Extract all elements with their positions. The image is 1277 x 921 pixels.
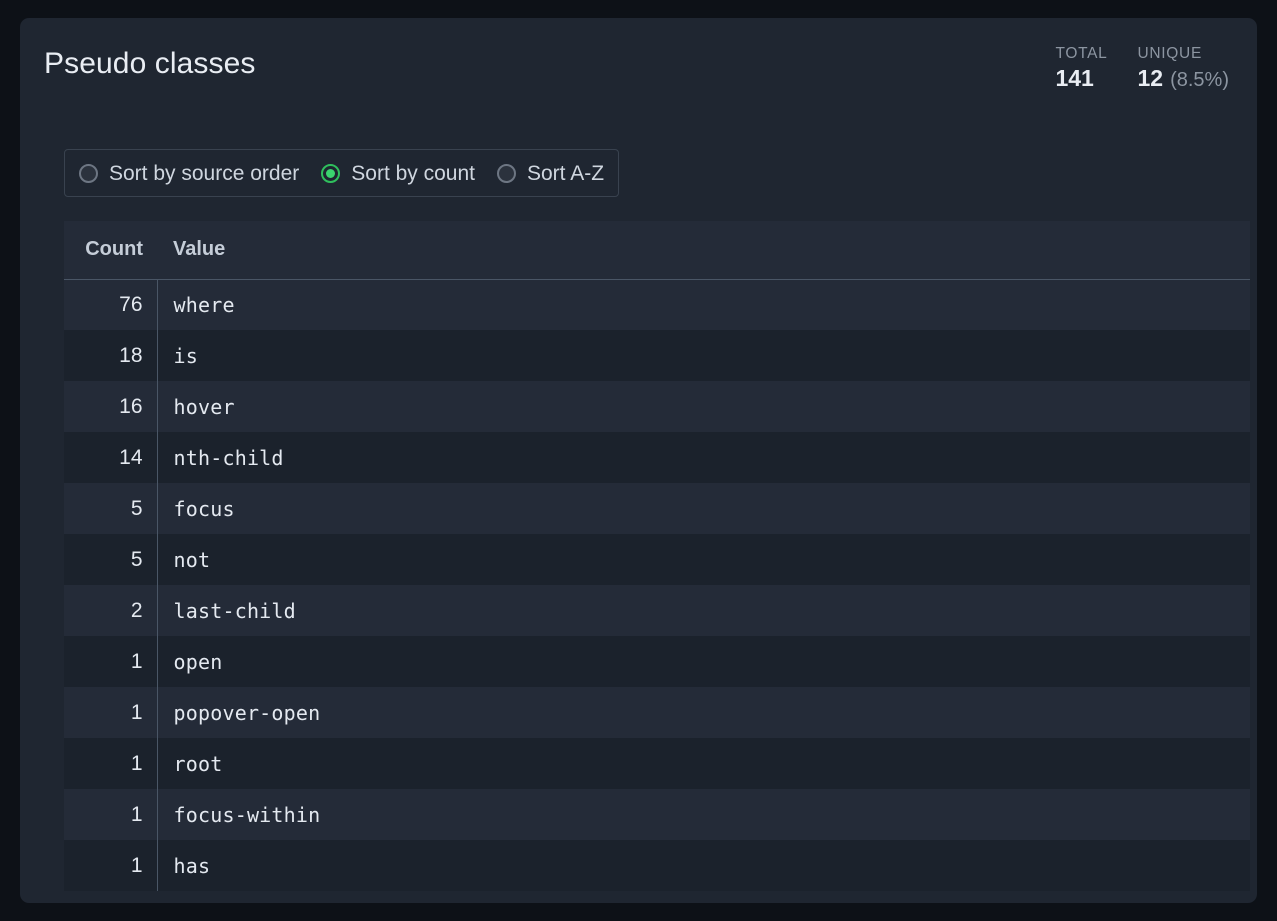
cell-count: 16 — [64, 381, 158, 432]
table-body: 76 where 18 is 16 hover 14 nth-child 5 focus 5 not 2… — [64, 279, 1250, 891]
cell-count: 5 — [64, 534, 158, 585]
radio-unchecked-icon[interactable] — [79, 163, 98, 183]
table-row[interactable]: 14 nth-child — [64, 432, 1250, 483]
table-row[interactable]: 2 last-child — [64, 585, 1250, 636]
table-header-row: Count Value — [64, 221, 1250, 280]
stats-summary: TOTAL 141 UNIQUE 12 (8.5%) — [1055, 44, 1229, 93]
stat-unique-value: 12 — [1137, 65, 1164, 92]
sort-option-a-z-label: Sort A-Z — [527, 161, 605, 185]
cell-count: 1 — [64, 687, 158, 738]
stat-unique-value-row: 12 (8.5%) — [1138, 65, 1230, 93]
cell-count: 5 — [64, 483, 158, 534]
page-title: Pseudo classes — [44, 47, 256, 80]
cell-count: 1 — [64, 636, 158, 687]
stat-unique-label: UNIQUE — [1137, 45, 1202, 62]
cell-value: focus-within — [173, 802, 321, 827]
cell-count: 14 — [64, 432, 158, 483]
table-row[interactable]: 1 root — [64, 738, 1250, 789]
table-row[interactable]: 76 where — [64, 279, 1250, 330]
stat-total-value: 141 — [1055, 65, 1094, 92]
cell-count: 1 — [64, 738, 158, 789]
cell-value: nth-child — [173, 445, 284, 470]
table-row[interactable]: 16 hover — [64, 381, 1250, 432]
stat-total-label: TOTAL — [1055, 45, 1108, 62]
radio-unchecked-icon[interactable] — [497, 163, 516, 183]
cell-value: last-child — [173, 598, 296, 623]
cell-value: not — [173, 547, 211, 572]
stat-total: TOTAL 141 — [1055, 44, 1107, 93]
stat-unique: UNIQUE 12 (8.5%) — [1138, 44, 1230, 93]
column-header-value[interactable]: Value — [157, 221, 1250, 280]
column-header-count[interactable]: Count — [64, 221, 157, 280]
table-header: Count Value — [64, 221, 1250, 280]
card-header: Pseudo classes TOTAL 141 UNIQUE 12 (8.5%… — [20, 18, 1257, 104]
cell-count: 76 — [64, 279, 158, 330]
cell-value: popover-open — [173, 700, 321, 725]
cell-value: open — [173, 649, 223, 674]
table-row[interactable]: 1 focus-within — [64, 789, 1250, 840]
cell-value: hover — [173, 394, 235, 419]
cell-count: 1 — [64, 789, 158, 840]
table-row[interactable]: 1 has — [64, 840, 1250, 891]
pseudo-classes-card: Pseudo classes TOTAL 141 UNIQUE 12 (8.5%… — [20, 18, 1257, 903]
cell-value: is — [173, 343, 198, 368]
stat-unique-percent: (8.5%) — [1170, 69, 1229, 92]
table-row[interactable]: 18 is — [64, 330, 1250, 381]
cell-count: 18 — [64, 330, 158, 381]
table-row[interactable]: 5 not — [64, 534, 1250, 585]
stat-total-value-row: 141 — [1055, 65, 1093, 93]
sort-option-count-label: Sort by count — [351, 161, 475, 185]
cell-count: 1 — [64, 840, 158, 891]
cell-value: root — [173, 751, 223, 776]
sort-radio-group[interactable]: Sort by source order Sort by count Sort … — [64, 149, 620, 197]
cell-value: where — [173, 292, 235, 317]
pseudo-classes-table: Count Value 76 where 18 is 16 hover 14 nth-chil… — [64, 221, 1250, 891]
sort-option-source-order-label: Sort by source order — [109, 161, 300, 185]
cell-count: 2 — [64, 585, 158, 636]
table-row[interactable]: 1 open — [64, 636, 1250, 687]
radio-checked-icon[interactable] — [321, 163, 341, 183]
sort-option-source-order[interactable]: Sort by source order — [79, 163, 310, 184]
cell-value: focus — [173, 496, 235, 521]
table-row[interactable]: 1 popover-open — [64, 687, 1250, 738]
sort-option-count[interactable]: Sort by count — [321, 163, 486, 184]
table-row[interactable]: 5 focus — [64, 483, 1250, 534]
cell-value: has — [173, 853, 211, 878]
sort-option-a-z[interactable]: Sort A-Z — [497, 163, 604, 184]
